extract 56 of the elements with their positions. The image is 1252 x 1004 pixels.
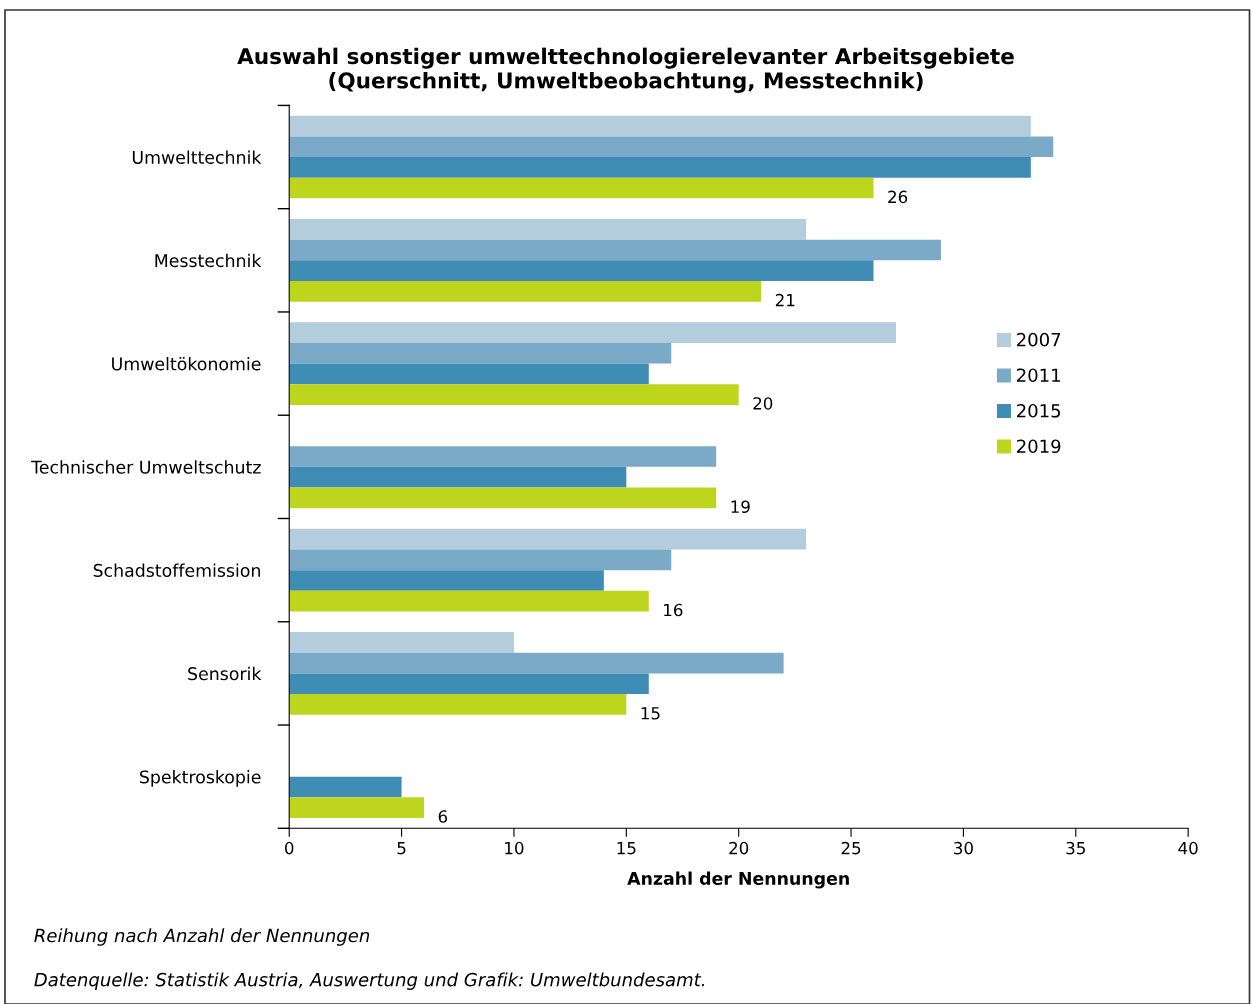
bar — [289, 322, 896, 343]
bar — [289, 694, 627, 715]
x-tick-label: 15 — [617, 842, 636, 855]
bar — [289, 342, 672, 364]
bar — [289, 136, 1054, 158]
legend-label: 2019 — [1017, 439, 1061, 454]
y-tick-label: Technischer Umweltschutz — [31, 460, 261, 474]
bar — [289, 446, 717, 467]
data-label: 21 — [775, 293, 795, 307]
data-label: 6 — [438, 810, 448, 823]
bar — [289, 363, 649, 385]
bar — [289, 528, 807, 550]
x-axis-title: Anzahl der Nennungen — [627, 871, 849, 889]
data-label: 16 — [664, 603, 683, 617]
x-tick-label: 5 — [397, 842, 406, 855]
y-tick-label: Spektroskopie — [140, 770, 261, 787]
bar — [289, 632, 514, 653]
bar — [289, 673, 649, 695]
bar — [289, 797, 425, 818]
legend-label: 2015 — [1017, 403, 1061, 418]
x-tick-label: 40 — [1178, 841, 1198, 855]
legend-label: 2007 — [1017, 332, 1061, 347]
bar — [289, 239, 941, 261]
x-tick-label: 0 — [285, 841, 294, 855]
data-label: 26 — [888, 190, 908, 204]
data-label: 20 — [753, 397, 773, 410]
bar — [289, 384, 739, 405]
y-tick-label: Umwelttechnik — [132, 150, 262, 164]
bar — [289, 115, 1031, 137]
bar — [289, 549, 672, 571]
x-tick-label: 10 — [505, 841, 524, 855]
bar — [289, 570, 604, 591]
x-tick-label: 20 — [729, 841, 749, 855]
bar — [289, 280, 762, 302]
x-tick-label: 30 — [954, 841, 973, 855]
chart-title: Auswahl sonstiger umwelttechnologierelevanter Arbeitsgebiete (Querschnitt, Umweltbeobachtung, Messtechnik) — [237, 47, 1014, 93]
y-tick-label: Umweltökonomie — [112, 357, 261, 371]
bar — [289, 157, 1031, 178]
text: Datenquelle: Statistik Austria, Auswertung und Grafik: Umweltbundesamt. — [34, 972, 705, 990]
bar — [289, 466, 627, 488]
bar — [289, 487, 717, 509]
bar — [289, 776, 402, 798]
bar — [289, 590, 649, 612]
text: Reihung nach Anzahl der Nennungen — [34, 928, 370, 946]
y-tick-label: Messtechnik — [155, 253, 262, 268]
bar — [289, 260, 874, 281]
y-tick-label: Schadstoffemission — [93, 563, 260, 577]
x-tick-label: 35 — [1066, 841, 1085, 855]
bar — [289, 219, 807, 240]
legend-label: 2011 — [1017, 368, 1060, 383]
bar — [289, 652, 784, 674]
data-label: 19 — [731, 500, 750, 513]
y-tick-label: Sensorik — [188, 666, 262, 681]
data-label: 15 — [641, 707, 660, 720]
bar — [289, 177, 874, 199]
x-tick-label: 25 — [841, 841, 861, 855]
